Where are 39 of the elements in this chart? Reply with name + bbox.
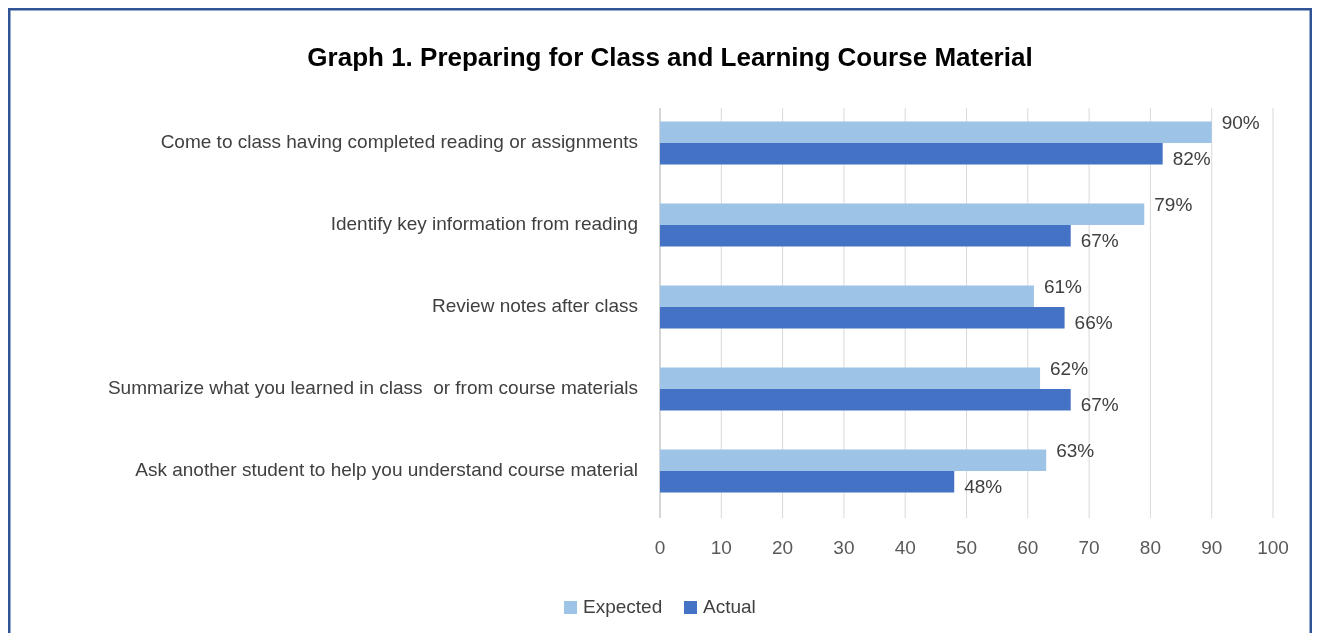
x-tick-label: 80 bbox=[1139, 537, 1161, 558]
bar bbox=[660, 471, 955, 493]
x-tick-label: 40 bbox=[894, 537, 916, 558]
x-tick-label: 60 bbox=[1017, 537, 1039, 558]
bar bbox=[660, 225, 1071, 247]
x-tick-label: 100 bbox=[1257, 537, 1289, 558]
y-tick-label: Review notes after class bbox=[432, 295, 638, 317]
data-label: 61% bbox=[1043, 276, 1083, 298]
data-label: 62% bbox=[1050, 358, 1089, 380]
data-label: 66% bbox=[1074, 311, 1113, 333]
data-label: 82% bbox=[1172, 147, 1211, 169]
y-tick-label: Come to class having completed reading or assignments bbox=[160, 131, 638, 153]
bar bbox=[660, 307, 1065, 329]
data-label: 48% bbox=[964, 475, 1003, 497]
x-tick-label: 0 bbox=[654, 537, 666, 558]
bar bbox=[660, 143, 1163, 165]
bar bbox=[660, 285, 1034, 307]
legend-label: Actual bbox=[703, 596, 756, 618]
x-tick-label: 70 bbox=[1078, 537, 1100, 558]
data-label: 79% bbox=[1154, 194, 1193, 216]
x-tick-label: 30 bbox=[833, 537, 855, 558]
x-tick-label: 90 bbox=[1201, 537, 1223, 558]
bar bbox=[660, 367, 1041, 389]
legend-label: Expected bbox=[583, 596, 663, 618]
bar bbox=[660, 389, 1071, 411]
y-tick-label: Ask another student to help you understand course material bbox=[135, 459, 638, 481]
x-tick-label: 10 bbox=[710, 537, 732, 558]
data-label: 67% bbox=[1080, 229, 1119, 251]
bar bbox=[660, 203, 1145, 225]
data-label: 67% bbox=[1080, 393, 1119, 415]
x-tick-label: 50 bbox=[955, 537, 978, 558]
chart-title: Graph 1. Preparing for Class and Learning Course Material bbox=[307, 42, 1033, 72]
data-label: 63% bbox=[1056, 440, 1095, 462]
y-tick-label: Identify key information from reading bbox=[330, 213, 638, 235]
y-tick-label: Summarize what you learned in class or from course materials bbox=[107, 377, 638, 399]
bar bbox=[660, 449, 1047, 471]
bar bbox=[660, 121, 1212, 143]
data-label: 90% bbox=[1221, 112, 1260, 134]
x-tick-label: 20 bbox=[772, 537, 794, 558]
